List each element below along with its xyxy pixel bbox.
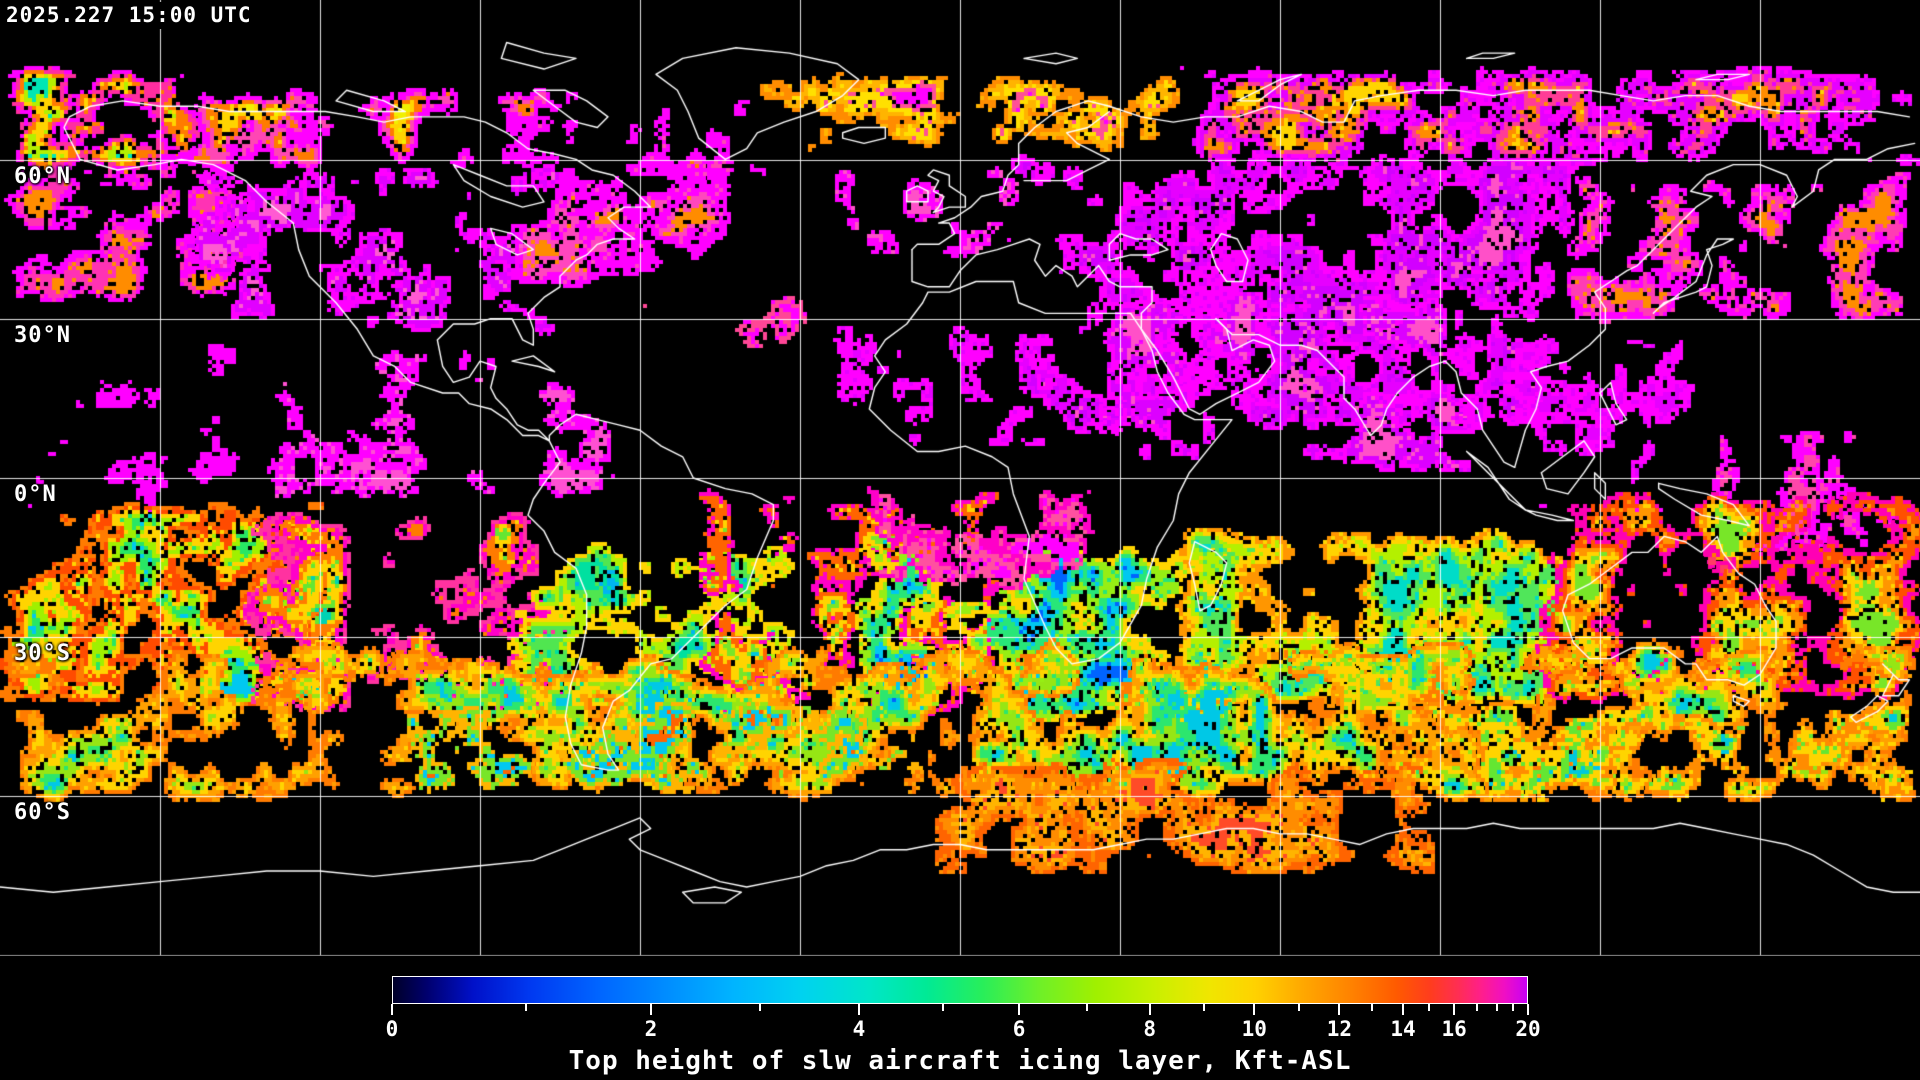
latitude-label: 60°N	[14, 164, 71, 189]
latitude-label: 30°S	[14, 641, 71, 666]
colorbar-tick-label: 4	[852, 1017, 866, 1041]
colorbar-tick-label: 10	[1241, 1017, 1267, 1041]
colorbar-minor-tick	[1371, 1004, 1374, 1011]
colorbar-tick-label: 6	[1012, 1017, 1026, 1041]
colorbar-tick-label: 16	[1441, 1017, 1467, 1041]
colorbar-major-tick	[1018, 1004, 1021, 1015]
colorbar-minor-tick	[1475, 1004, 1478, 1011]
colorbar-major-tick	[1453, 1004, 1456, 1015]
colorbar-minor-tick	[1297, 1004, 1300, 1011]
colorbar-minor-tick	[1086, 1004, 1089, 1011]
colorbar-tick-label: 2	[644, 1017, 658, 1041]
colorbar-major-tick	[650, 1004, 652, 1015]
colorbar-minor-tick	[1496, 1004, 1499, 1011]
colorbar-major-tick	[391, 1004, 393, 1015]
colorbar-major-tick	[1338, 1004, 1341, 1015]
colorbar-tick-label: 20	[1515, 1017, 1541, 1041]
colorbar-major-tick	[1527, 1004, 1529, 1015]
colorbar-tick-label: 0	[385, 1017, 399, 1041]
colorbar-tick-label: 12	[1326, 1017, 1353, 1041]
colorbar-minor-tick	[1428, 1004, 1431, 1011]
latitude-label: 60°S	[14, 800, 71, 825]
latitude-label: 30°N	[14, 323, 71, 348]
colorbar-major-tick	[1148, 1004, 1151, 1015]
latitude-label: 0°N	[14, 482, 57, 507]
colorbar-major-tick	[1253, 1004, 1256, 1015]
colorbar-minor-tick	[1512, 1004, 1515, 1011]
map-canvas	[0, 0, 1920, 956]
colorbar-minor-tick	[759, 1004, 762, 1011]
colorbar-tick-label: 8	[1143, 1017, 1157, 1041]
colorbar-tick-label: 14	[1390, 1017, 1416, 1041]
colorbar-minor-tick	[1203, 1004, 1206, 1011]
colorbar-title: Top height of slw aircraft icing layer, …	[568, 1046, 1352, 1076]
colorbar-minor-tick	[525, 1004, 528, 1011]
world-map: 2025.227 15:00 UTC 60°N 30°N 0°N 30°S 60°S	[0, 0, 1920, 956]
colorbar-gradient	[392, 976, 1528, 1004]
colorbar-minor-tick	[941, 1004, 944, 1011]
timestamp: 2025.227 15:00 UTC	[4, 2, 258, 29]
colorbar-major-tick	[857, 1004, 860, 1015]
colorbar-major-tick	[1402, 1004, 1405, 1015]
